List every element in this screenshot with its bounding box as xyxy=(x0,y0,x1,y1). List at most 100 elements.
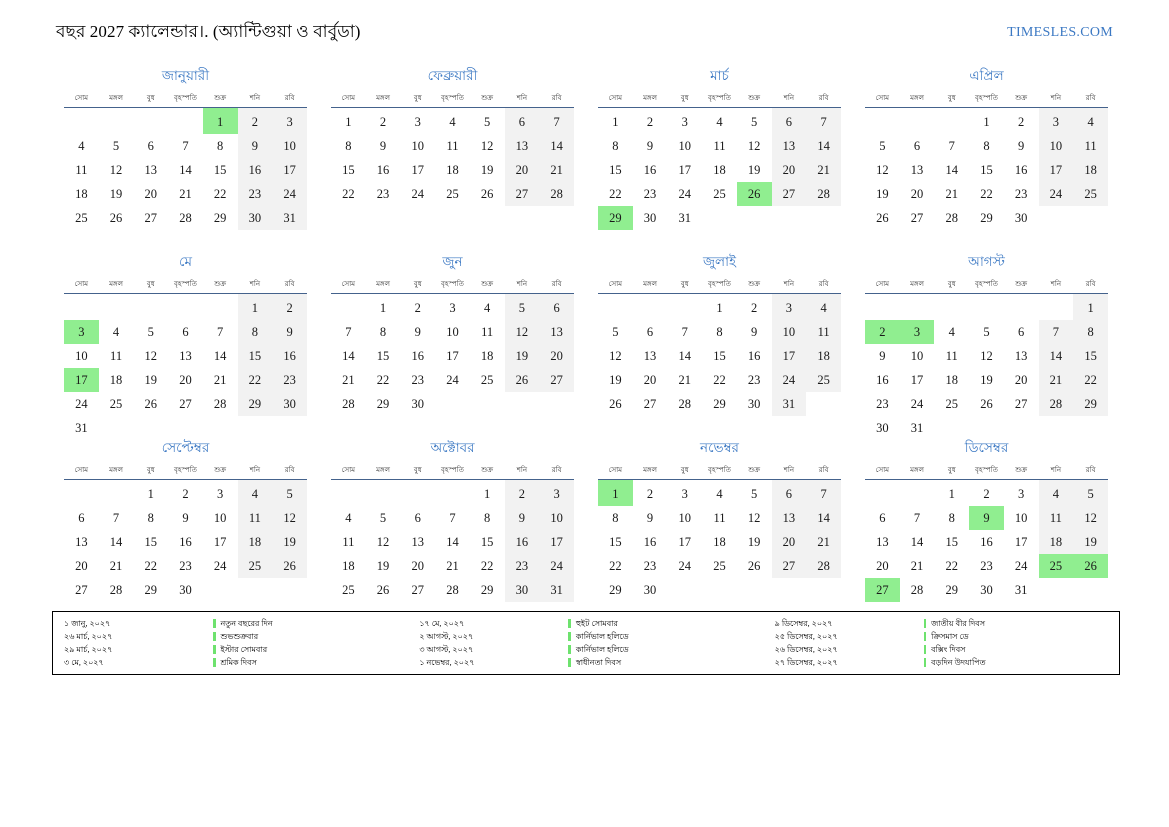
day-cell[interactable]: 17 xyxy=(1014,535,1028,549)
day-cell[interactable]: 20 xyxy=(771,530,807,554)
day-cell[interactable]: 14 xyxy=(945,163,959,177)
day-cell[interactable]: 28 xyxy=(1038,392,1074,416)
day-cell[interactable]: 4 xyxy=(948,325,955,339)
day-cell[interactable]: 15 xyxy=(213,163,227,177)
day-cell[interactable]: 10 xyxy=(678,139,692,153)
day-cell[interactable]: 8 xyxy=(345,139,352,153)
day-cell[interactable]: 31 xyxy=(910,421,924,435)
day-cell[interactable]: 15 xyxy=(480,535,494,549)
day-cell[interactable]: 20 xyxy=(179,373,192,387)
day-cell[interactable]: 21 xyxy=(179,187,192,201)
day-cell[interactable]: 31 xyxy=(75,421,88,435)
day-cell[interactable]: 29 xyxy=(713,397,726,411)
day-cell[interactable]: 30 xyxy=(411,397,425,411)
day-cell[interactable]: 6 xyxy=(182,325,189,339)
day-cell[interactable]: 5 xyxy=(1073,479,1108,506)
day-cell[interactable]: 30 xyxy=(980,583,993,597)
day-cell[interactable]: 6 xyxy=(78,511,85,525)
day-cell[interactable]: 10 xyxy=(272,134,307,158)
day-cell[interactable]: 18 xyxy=(1073,158,1108,182)
day-cell[interactable]: 20 xyxy=(1014,373,1028,387)
day-cell[interactable]: 14 xyxy=(678,349,692,363)
day-cell[interactable]: 4 xyxy=(716,115,723,129)
day-cell[interactable]: 15 xyxy=(713,349,726,363)
day-cell[interactable]: 24 xyxy=(411,187,425,201)
day-cell[interactable]: 10 xyxy=(539,506,574,530)
day-cell[interactable]: 9 xyxy=(237,134,273,158)
day-cell[interactable]: 28 xyxy=(539,182,574,206)
day-cell[interactable]: 21 xyxy=(342,373,355,387)
day-cell[interactable]: 15 xyxy=(376,349,390,363)
day-cell[interactable]: 7 xyxy=(1038,320,1074,344)
day-cell[interactable]: 22 xyxy=(480,559,494,573)
day-cell[interactable]: 20 xyxy=(876,559,889,573)
day-cell[interactable]: 11 xyxy=(806,320,841,344)
day-cell[interactable]: 19 xyxy=(480,163,494,177)
day-cell[interactable]: 22 xyxy=(609,559,622,573)
day-cell[interactable]: 7 xyxy=(345,325,352,339)
day-cell[interactable]: 28 xyxy=(213,397,227,411)
day-cell[interactable]: 21 xyxy=(446,559,459,573)
day-cell[interactable]: 16 xyxy=(272,344,307,368)
day-cell[interactable]: 7 xyxy=(182,139,189,153)
day-cell[interactable]: 6 xyxy=(539,293,574,320)
day-cell[interactable]: 16 xyxy=(179,535,192,549)
day-cell[interactable]: 9 xyxy=(1018,139,1025,153)
day-cell[interactable]: 30 xyxy=(876,421,889,435)
day-cell[interactable]: 10 xyxy=(411,139,425,153)
day-cell[interactable]: 24 xyxy=(1038,182,1074,206)
day-cell[interactable]: 25 xyxy=(109,397,123,411)
day-cell[interactable]: 28 xyxy=(179,211,192,225)
day-cell[interactable]: 19 xyxy=(144,373,158,387)
day-cell[interactable]: 18 xyxy=(342,559,355,573)
day-cell[interactable]: 11 xyxy=(1038,506,1074,530)
day-cell[interactable]: 6 xyxy=(646,325,654,339)
day-cell[interactable]: 20 xyxy=(539,344,574,368)
day-cell[interactable]: 5 xyxy=(612,325,619,339)
day-cell[interactable]: 21 xyxy=(806,530,841,554)
day-cell[interactable]: 3 xyxy=(681,115,688,129)
day-cell[interactable]: 23 xyxy=(272,368,307,392)
day-cell-holiday[interactable]: 27 xyxy=(865,578,900,602)
day-cell[interactable]: 18 xyxy=(237,530,273,554)
day-cell[interactable]: 7 xyxy=(806,479,841,506)
day-cell[interactable]: 1 xyxy=(345,115,352,129)
day-cell-holiday[interactable]: 1 xyxy=(202,107,238,134)
day-cell[interactable]: 30 xyxy=(504,578,540,602)
day-cell[interactable]: 28 xyxy=(446,583,459,597)
day-cell[interactable]: 17 xyxy=(678,535,692,549)
day-cell[interactable]: 19 xyxy=(876,187,889,201)
day-cell[interactable]: 15 xyxy=(609,535,622,549)
day-cell[interactable]: 13 xyxy=(504,134,540,158)
day-cell-holiday[interactable]: 17 xyxy=(64,368,99,392)
day-cell[interactable]: 12 xyxy=(480,139,494,153)
day-cell[interactable]: 26 xyxy=(144,397,158,411)
day-cell[interactable]: 3 xyxy=(449,301,456,315)
day-cell[interactable]: 9 xyxy=(504,506,540,530)
day-cell[interactable]: 9 xyxy=(272,320,307,344)
day-cell[interactable]: 23 xyxy=(876,397,889,411)
day-cell[interactable]: 12 xyxy=(747,139,761,153)
day-cell[interactable]: 18 xyxy=(75,187,88,201)
day-cell[interactable]: 4 xyxy=(1038,479,1074,506)
day-cell[interactable]: 9 xyxy=(379,139,387,153)
day-cell[interactable]: 2 xyxy=(237,107,273,134)
day-cell[interactable]: 21 xyxy=(678,373,692,387)
day-cell[interactable]: 16 xyxy=(643,163,657,177)
day-cell[interactable]: 23 xyxy=(1014,187,1028,201)
day-cell[interactable]: 19 xyxy=(980,373,993,387)
day-cell[interactable]: 1 xyxy=(983,115,990,129)
day-cell[interactable]: 25 xyxy=(1073,182,1108,206)
day-cell[interactable]: 17 xyxy=(771,344,807,368)
day-cell[interactable]: 1 xyxy=(948,487,955,501)
day-cell[interactable]: 24 xyxy=(1014,559,1028,573)
day-cell-holiday[interactable]: 3 xyxy=(64,320,99,344)
day-cell[interactable]: 7 xyxy=(806,107,841,134)
day-cell[interactable]: 1 xyxy=(1073,293,1108,320)
day-cell[interactable]: 7 xyxy=(948,139,955,153)
day-cell[interactable]: 8 xyxy=(716,325,723,339)
day-cell[interactable]: 23 xyxy=(643,187,657,201)
day-cell[interactable]: 9 xyxy=(751,325,758,339)
day-cell[interactable]: 27 xyxy=(643,397,657,411)
day-cell[interactable]: 26 xyxy=(876,211,889,225)
